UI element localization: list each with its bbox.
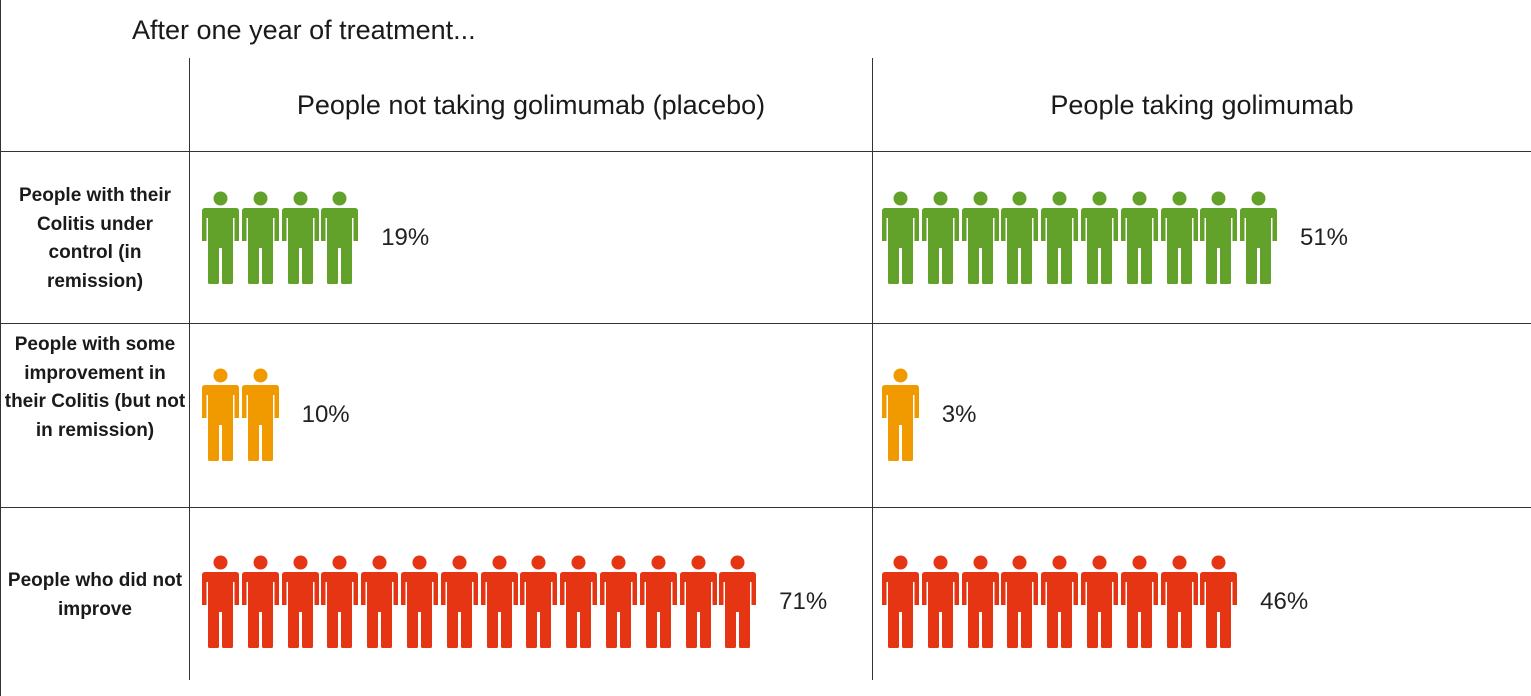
grid-line-left — [0, 0, 1, 696]
column-header-placebo: People not taking golimumab (placebo) — [296, 90, 766, 120]
person-icon — [921, 555, 959, 648]
person-icon — [321, 191, 359, 284]
pictogram-improvement-golimumab — [882, 368, 922, 463]
person-icon — [961, 555, 999, 648]
person-icon — [1080, 555, 1118, 648]
person-icon — [520, 555, 558, 648]
person-icon — [202, 555, 239, 648]
percent-remission-golimumab: 51% — [1299, 224, 1349, 251]
percent-improvement-placebo: 10% — [301, 401, 350, 428]
person-icon — [241, 555, 279, 648]
row-label-some-improvement: People with some improvement in their Co… — [4, 334, 186, 441]
person-icon — [1080, 191, 1118, 284]
grid-line-col2 — [872, 58, 873, 680]
chart-title: After one year of treatment... — [132, 15, 476, 45]
person-icon — [1200, 555, 1238, 648]
cell-remission-placebo: 19% — [202, 178, 429, 298]
pictogram-remission-golimumab — [882, 191, 1280, 286]
pictogram-no-improvement-placebo — [202, 555, 759, 650]
person-icon — [1041, 555, 1079, 648]
person-icon — [1160, 555, 1198, 648]
person-icon — [882, 368, 919, 461]
cell-no-improvement-golimumab: 46% — [882, 542, 1308, 662]
column-header-golimumab: People taking golimumab — [1050, 90, 1354, 120]
pictogram-no-improvement-golimumab — [882, 555, 1240, 650]
person-icon — [1240, 191, 1278, 284]
person-icon — [361, 555, 399, 648]
person-icon — [560, 555, 598, 648]
person-icon — [599, 555, 637, 648]
person-icon — [202, 191, 239, 284]
grid-line-row1 — [0, 323, 1531, 324]
person-icon — [400, 555, 438, 648]
person-icon — [480, 555, 518, 648]
person-icon — [1120, 191, 1158, 284]
cell-improvement-placebo: 10% — [202, 355, 350, 475]
person-icon — [921, 191, 959, 284]
percent-no-improvement-golimumab: 46% — [1260, 588, 1309, 615]
row-label-remission: People with their Colitis under control … — [18, 185, 172, 292]
person-icon — [961, 191, 999, 284]
person-icon — [202, 368, 239, 461]
cell-no-improvement-placebo: 71% — [202, 542, 827, 662]
grid-line-row2 — [0, 507, 1531, 508]
percent-no-improvement-placebo: 71% — [779, 588, 828, 615]
person-icon — [1120, 555, 1158, 648]
person-icon — [639, 555, 677, 648]
pictogram-remission-placebo — [202, 191, 361, 286]
cell-remission-golimumab: 51% — [882, 178, 1348, 298]
person-icon — [679, 555, 717, 648]
person-icon — [281, 555, 319, 648]
person-icon — [321, 555, 359, 648]
person-icon — [1041, 191, 1079, 284]
person-icon — [440, 555, 478, 648]
cell-improvement-golimumab: 3% — [882, 355, 976, 475]
percent-improvement-golimumab: 3% — [941, 401, 977, 428]
grid-line-header — [0, 151, 1531, 152]
person-icon — [1001, 191, 1039, 284]
percent-remission-placebo: 19% — [381, 224, 430, 251]
person-icon — [719, 555, 757, 648]
person-icon — [241, 368, 279, 461]
person-icon — [241, 191, 279, 284]
person-icon — [281, 191, 319, 284]
person-icon — [1160, 191, 1198, 284]
person-icon — [882, 191, 919, 284]
pictogram-improvement-placebo — [202, 368, 282, 463]
person-icon — [1200, 191, 1238, 284]
person-icon — [882, 555, 919, 648]
row-label-no-improvement: People who did not improve — [7, 570, 183, 620]
grid-line-col1 — [189, 58, 190, 680]
person-icon — [1001, 555, 1039, 648]
